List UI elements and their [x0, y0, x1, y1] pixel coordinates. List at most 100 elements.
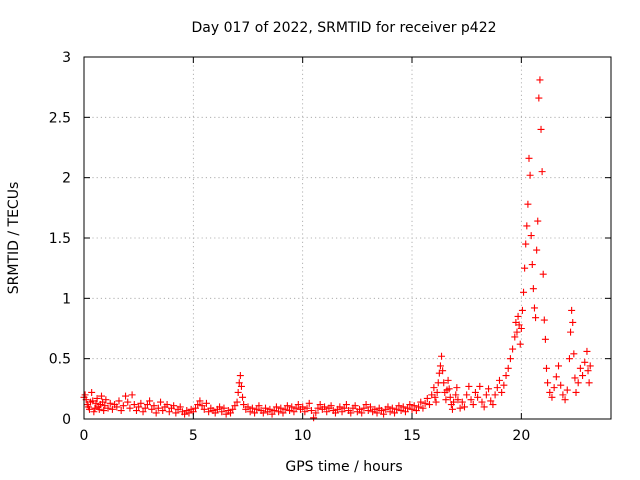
data-point-plus: [544, 379, 552, 387]
data-point-plus: [90, 408, 98, 416]
data-point-plus: [478, 398, 486, 406]
data-point-plus: [515, 321, 523, 329]
x-axis-label: GPS time / hours: [285, 459, 402, 475]
data-point-plus: [523, 222, 531, 230]
data-point-plus: [268, 410, 276, 418]
y-axis-label: SRMTID / TECUs: [6, 182, 22, 295]
data-point-plus: [200, 405, 208, 413]
data-point-plus: [520, 288, 528, 296]
data-point-plus: [504, 364, 512, 372]
data-point-plus: [487, 397, 495, 405]
data-point-plus: [518, 306, 526, 314]
data-point-plus: [211, 409, 219, 417]
data-point-plus: [579, 372, 587, 380]
data-point-plus: [152, 409, 160, 417]
data-point-plus: [495, 376, 503, 384]
data-point-plus: [524, 200, 532, 208]
data-point-plus: [202, 399, 210, 407]
data-point-plus: [358, 409, 366, 417]
data-point-plus: [97, 392, 105, 400]
data-point-plus: [196, 397, 204, 405]
data-point-plus: [581, 358, 589, 366]
data-point-plus: [234, 388, 242, 396]
data-point-plus: [283, 402, 291, 410]
data-point-plus: [351, 402, 359, 410]
data-point-plus: [113, 403, 121, 411]
axis-ticks: [83, 56, 611, 420]
data-point-plus: [233, 398, 241, 406]
data-point-plus: [537, 125, 545, 133]
data-point-plus: [327, 402, 335, 410]
data-point-plus: [572, 388, 580, 396]
data-point-plus: [132, 407, 140, 415]
data-point-plus: [480, 403, 488, 411]
data-point-plus: [237, 382, 245, 390]
data-point-plus: [439, 367, 447, 375]
data-point-plus: [371, 405, 379, 413]
data-point-plus: [312, 409, 320, 417]
data-point-plus: [514, 312, 522, 320]
data-point-plus: [586, 362, 594, 370]
data-point-plus: [584, 367, 592, 375]
data-point-plus: [404, 404, 412, 412]
data-point-plus: [493, 384, 501, 392]
x-tick-label: 15: [403, 428, 421, 444]
data-point-plus: [148, 405, 156, 413]
data-point-plus: [522, 240, 530, 248]
data-point-plus: [205, 408, 213, 416]
data-point-plus: [135, 403, 143, 411]
data-point-plus: [310, 414, 318, 422]
data-point-plus: [194, 401, 202, 409]
data-point-plus: [585, 379, 593, 387]
chart-title: Day 017 of 2022, SRMTID for receiver p42…: [191, 20, 496, 36]
data-point-plus: [552, 373, 560, 381]
data-point-plus: [561, 396, 569, 404]
data-point-plus: [450, 398, 458, 406]
data-point-plus: [467, 396, 475, 404]
data-point-plus: [377, 407, 385, 415]
data-point-plus: [529, 285, 537, 293]
data-point-plus: [454, 396, 462, 404]
data-point-plus: [567, 328, 575, 336]
data-point-plus: [270, 407, 278, 415]
data-point-plus: [446, 393, 454, 401]
data-point-plus: [307, 407, 315, 415]
data-point-plus: [154, 404, 162, 412]
data-point-plus: [557, 381, 565, 389]
data-point-plus: [229, 405, 237, 413]
data-point-plus: [412, 407, 420, 415]
data-point-plus: [445, 385, 453, 393]
data-point-plus: [474, 393, 482, 401]
data-point-plus: [453, 384, 461, 392]
data-point-plus: [534, 217, 542, 225]
data-point-plus: [139, 408, 147, 416]
data-point-plus: [93, 394, 101, 402]
data-point-plus: [513, 328, 521, 336]
data-point-plus: [288, 403, 296, 411]
data-point-plus: [465, 382, 473, 390]
data-point-plus: [236, 372, 244, 380]
data-point-plus: [532, 314, 540, 322]
x-tick-label: 5: [189, 428, 198, 444]
data-point-plus: [185, 409, 193, 417]
data-point-plus: [294, 401, 302, 409]
data-point-plus: [401, 408, 409, 416]
data-point-plus: [576, 364, 584, 372]
data-point-plus: [292, 404, 300, 412]
y-tick-label: 1: [62, 291, 71, 307]
data-point-plus: [259, 409, 267, 417]
data-point-plus: [130, 401, 138, 409]
data-point-plus: [95, 405, 103, 413]
data-point-plus: [433, 388, 441, 396]
data-point-plus: [574, 379, 582, 387]
data-point-plus: [119, 402, 127, 410]
data-point-plus: [100, 407, 108, 415]
data-point-plus: [538, 168, 546, 176]
data-point-plus: [460, 403, 468, 411]
data-point-plus: [525, 154, 533, 162]
data-point-plus: [456, 404, 464, 412]
data-point-plus: [88, 388, 96, 396]
data-point-plus: [290, 408, 298, 416]
data-point-plus: [275, 408, 283, 416]
